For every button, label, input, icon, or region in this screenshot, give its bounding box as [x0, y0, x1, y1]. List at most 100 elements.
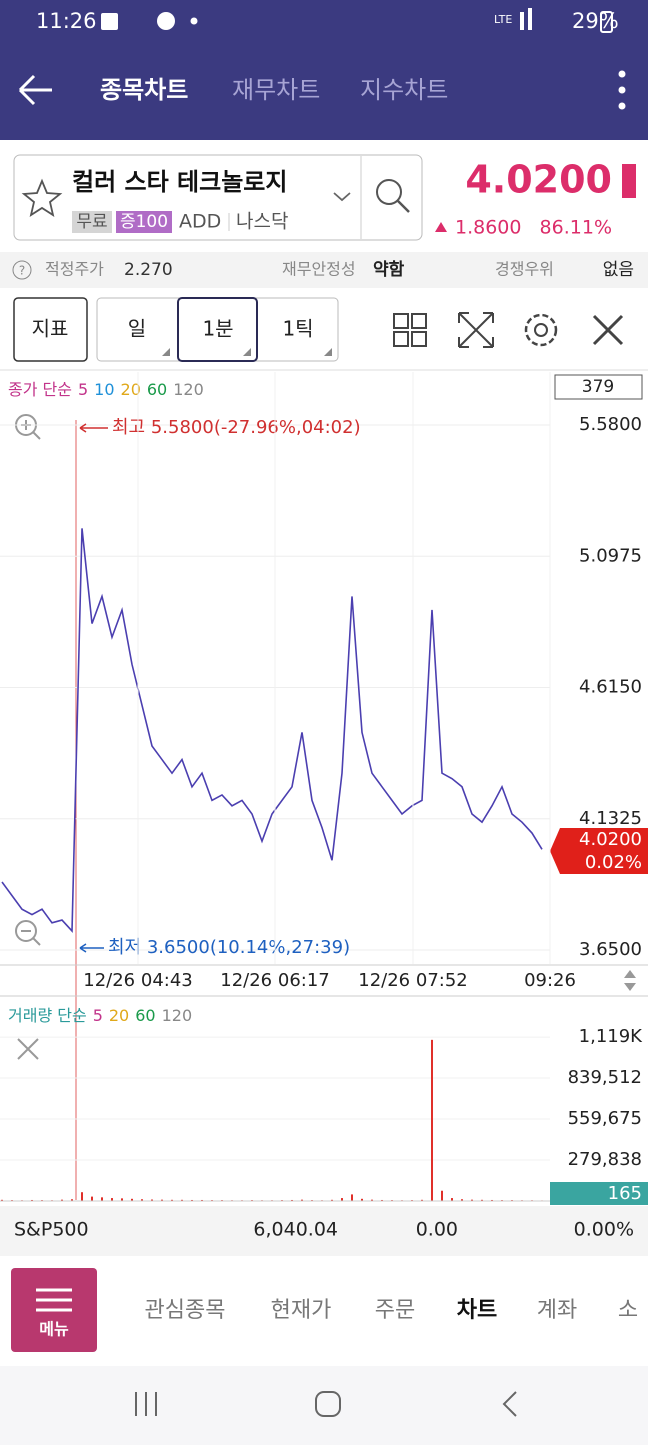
favorite-star[interactable] [21, 178, 63, 217]
back-button[interactable] [18, 74, 52, 106]
search-icon[interactable] [376, 179, 402, 205]
price-change: 1.8600 [455, 217, 521, 239]
legend-item: 60 [147, 380, 167, 399]
tag: 증100 [120, 212, 168, 232]
status-time: 11:26 [36, 9, 97, 33]
volume-bar [461, 1199, 463, 1201]
settings-icon[interactable] [534, 323, 548, 337]
menu-button[interactable] [36, 1288, 72, 1312]
more-menu[interactable] [618, 102, 626, 110]
legend: 거래량 단순 5 20 60 120 [8, 1006, 192, 1025]
legend-item: 20 [121, 380, 141, 399]
volume-bar [61, 1199, 63, 1201]
last-volume: 165 [608, 1183, 642, 1204]
period-button[interactable]: 1틱 [282, 317, 313, 341]
settings-icon[interactable] [524, 313, 558, 347]
x-tick-label: 09:26 [524, 970, 576, 991]
y-tick-label: 3.6500 [579, 939, 642, 960]
search-icon[interactable] [397, 200, 410, 213]
zoom-out[interactable] [21, 930, 41, 946]
y-tick-label: 1,119K [579, 1026, 644, 1047]
volume-bar [101, 1197, 103, 1201]
volume-legend: 거래량 단순 5 20 60 120 [8, 1006, 192, 1025]
price-change-pct: 86.11% [540, 217, 612, 239]
y-tick-label: 839,512 [568, 1067, 642, 1088]
battery-icon [600, 11, 613, 33]
tag: 나스닥 [236, 211, 288, 233]
nav-tab[interactable]: 재무차트 [232, 76, 320, 104]
more-menu[interactable] [618, 70, 626, 78]
nav-tab[interactable]: 종목차트 [100, 76, 188, 104]
volume-bar [131, 1198, 133, 1201]
fullscreen-icon[interactable] [458, 312, 494, 348]
volume-bar [111, 1198, 113, 1201]
volume-bar [161, 1199, 163, 1201]
nav-item[interactable]: 소 [618, 1298, 638, 1323]
home-button[interactable] [315, 1391, 341, 1417]
close-volume[interactable] [17, 1038, 39, 1060]
volume-bar [121, 1198, 123, 1201]
info-value: 약함 [373, 259, 405, 280]
scroll-arrows[interactable] [624, 970, 636, 991]
y-tick-label: 4.6150 [579, 677, 642, 698]
system-nav [0, 1366, 648, 1445]
menu-button[interactable]: 메뉴 [39, 1320, 69, 1339]
stock-name: 컬러 스타 테크놀로지 [72, 168, 287, 196]
nav-item[interactable]: 현재가 [271, 1298, 332, 1323]
period-selected[interactable] [177, 297, 258, 362]
nav-item[interactable]: 계좌 [537, 1298, 577, 1323]
signal-icon [520, 12, 524, 30]
volume-plot: 1,119K 839,512 559,675 279,838 [0, 1026, 644, 1202]
close-line [1, 528, 543, 933]
high-arrow [79, 423, 108, 433]
nav-item[interactable]: 차트 [457, 1298, 497, 1323]
legend-item: 120 [162, 1006, 193, 1025]
status-dot [190, 17, 198, 25]
help-icon[interactable]: ? [19, 264, 25, 278]
price-legend: 종가 단순 5 10 20 60 120 [8, 380, 204, 399]
volume-bar [351, 1194, 353, 1201]
legend-item: 20 [109, 1006, 129, 1025]
legend-item: 5 [93, 1006, 103, 1025]
help-icon[interactable] [12, 260, 32, 280]
zoom-out[interactable] [15, 920, 37, 942]
indicator-button[interactable] [13, 297, 88, 362]
volume-bar [301, 1199, 303, 1201]
volume-bar [71, 1199, 73, 1201]
nav-item[interactable]: 주문 [375, 1298, 415, 1323]
nav-item[interactable]: 관심종목 [145, 1298, 226, 1323]
recents-button[interactable] [135, 1392, 157, 1416]
indicator-button[interactable]: 지표 [32, 317, 69, 341]
volume-bar [331, 1199, 333, 1201]
legend-item: 5 [78, 380, 88, 399]
index-row [0, 1206, 648, 1256]
volume-bar [441, 1190, 443, 1201]
volume-bar [91, 1196, 93, 1201]
legend-item: 120 [173, 380, 204, 399]
y-tick-label: 5.5800 [579, 414, 642, 435]
up-arrow [435, 222, 447, 232]
index-name: S&P500 [14, 1219, 89, 1241]
y-tick-label: 4.1325 [579, 808, 642, 829]
nav-tab[interactable]: 지수차트 [360, 76, 448, 104]
volume-bar [471, 1199, 473, 1201]
dropdown-arrow[interactable] [333, 192, 351, 202]
legend-item: 종가 단순 [8, 380, 72, 399]
volume-bar [361, 1198, 363, 1201]
volume-bar [171, 1199, 173, 1201]
info-value: 없음 [603, 260, 634, 280]
count-box [554, 374, 643, 400]
status-network: LTE [494, 13, 512, 26]
volume-bar [1, 1199, 3, 1201]
layout-icon[interactable] [393, 313, 427, 347]
last-volume-tag [550, 1182, 648, 1205]
zoom-in[interactable] [21, 420, 41, 440]
period-button[interactable]: 일 [128, 317, 146, 341]
period-button[interactable]: 1분 [202, 317, 233, 341]
last-price-tag [550, 828, 648, 874]
tools-icon[interactable] [592, 314, 624, 346]
more-menu[interactable] [618, 86, 626, 94]
back-system[interactable] [502, 1391, 517, 1417]
high-annotation: 최고 5.5800(-27.96%,04:02) [112, 417, 361, 438]
last-price: 4.0200 [579, 829, 642, 850]
